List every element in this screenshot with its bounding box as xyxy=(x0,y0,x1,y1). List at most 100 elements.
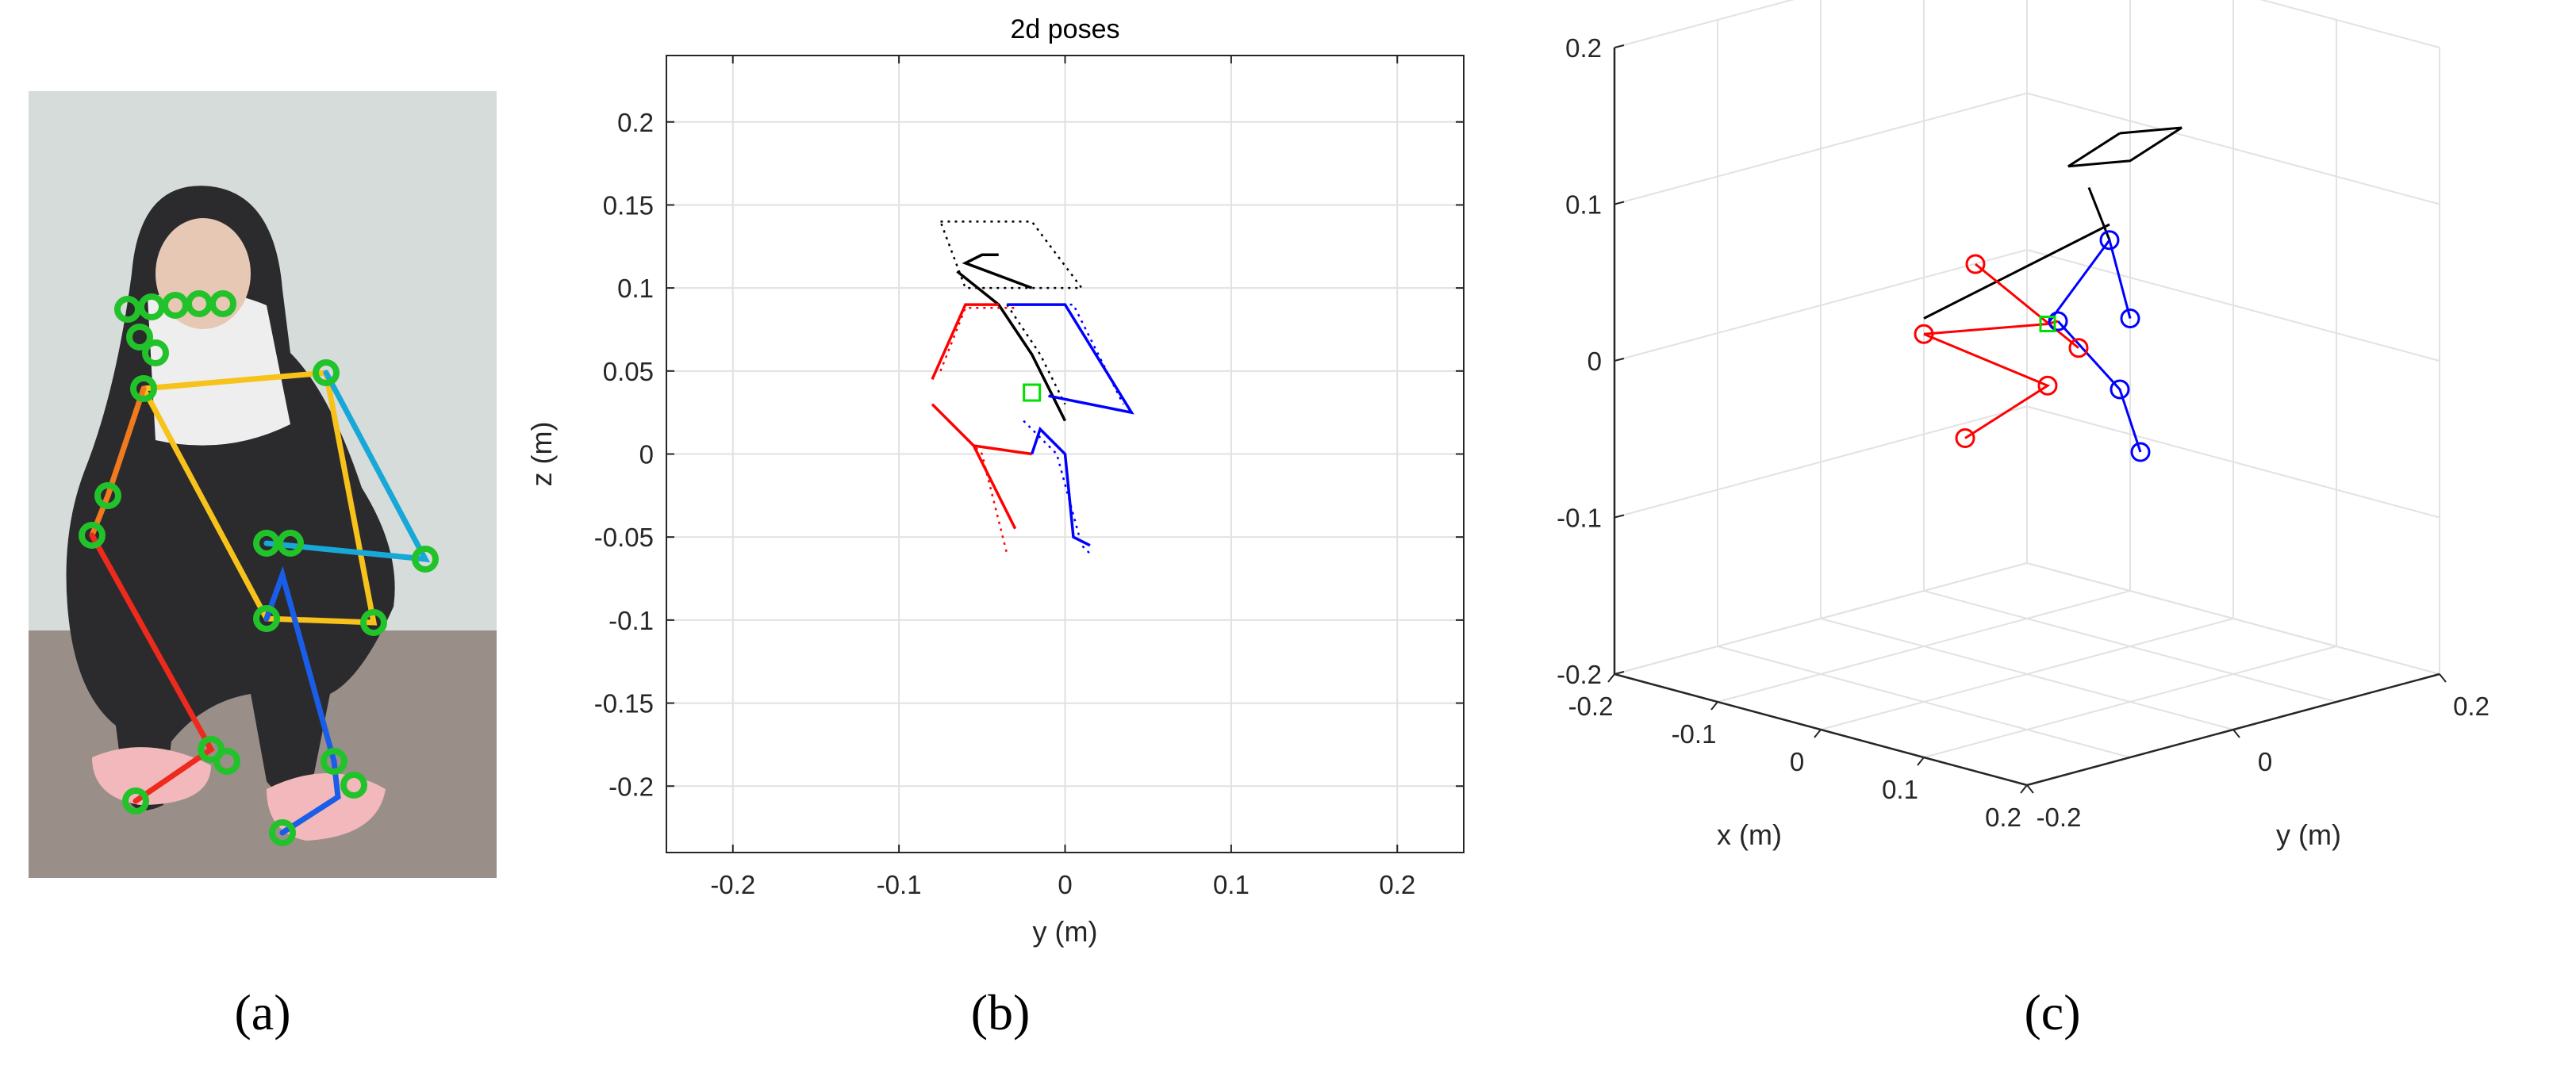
right-leg-lines xyxy=(263,565,341,836)
x-tick-label: 0 xyxy=(1790,747,1804,776)
pose-limb-line xyxy=(939,220,1084,289)
keypoint xyxy=(114,296,141,323)
keypoint xyxy=(277,530,304,557)
x-tick-label: -0.1 xyxy=(1672,719,1717,749)
x-axis-label: x (m) xyxy=(1717,818,1782,851)
panel-c-chart: -0.2-0.100.10.2-0.2-0.100.10.2-0.200.2z … xyxy=(1497,0,2563,960)
x-tick-mark xyxy=(1814,729,1822,738)
hip-line xyxy=(1923,320,2059,335)
keypoint xyxy=(94,482,121,509)
pose-limb-line xyxy=(1007,303,1134,415)
neck-line xyxy=(1923,223,2110,320)
label-b: (b) xyxy=(970,984,1031,1040)
y-tick-label: 0.1 xyxy=(617,274,654,303)
right-joint-marker xyxy=(2048,311,2068,331)
y-tick-label: 0 xyxy=(2258,747,2272,776)
left-arm-bones xyxy=(1975,263,2079,349)
pose-limb-line xyxy=(1030,426,1091,547)
y-tick-label: -0.2 xyxy=(2037,803,2082,832)
pose-photo xyxy=(29,91,497,878)
keypoint xyxy=(79,522,106,549)
x-tick-mark xyxy=(1607,673,1615,683)
left-joint-marker xyxy=(2037,375,2058,396)
y-axis-label: y (m) xyxy=(2276,818,2341,851)
right-leg-bones xyxy=(2056,320,2142,453)
chart-title: 2d poses xyxy=(1011,14,1120,44)
left-joint-marker xyxy=(1965,254,1986,274)
left-joint-marker xyxy=(1955,428,1975,448)
keypoint xyxy=(253,605,280,632)
y-tick-label: 0.15 xyxy=(603,190,654,220)
pose-limb-line xyxy=(956,270,1067,422)
right-arm-lines xyxy=(263,370,431,563)
y-tick-label: 0.2 xyxy=(617,108,654,137)
z-tick-mark xyxy=(1614,358,1625,362)
pose-limb-line xyxy=(939,307,1015,372)
y-tick-label: -0.05 xyxy=(594,523,654,552)
keypoint xyxy=(360,609,387,636)
y-tick-mark xyxy=(2439,673,2447,683)
grid-line xyxy=(2026,249,2440,362)
shirt-front xyxy=(148,291,290,446)
keypoint xyxy=(340,772,367,799)
skeleton xyxy=(89,370,431,836)
x-tick-label: 0.2 xyxy=(1379,870,1415,899)
label-a: (a) xyxy=(234,984,291,1040)
pose-limb-line xyxy=(1023,420,1091,555)
left-leg-lines xyxy=(89,532,215,804)
y-tick-mark xyxy=(2026,784,2034,794)
x-tick-mark xyxy=(2020,784,2028,794)
panel-b-chart: -0.2 -0.1 0 0.1 0.2 -0.2 -0.15 -0.1 -0.05 0 0.05 0.… xyxy=(508,0,1507,960)
pose-3d-chart: -0.2-0.100.10.2-0.2-0.100.10.2-0.200.2z … xyxy=(1497,0,2490,851)
left-arm-lines xyxy=(89,385,147,538)
grid-line xyxy=(1614,249,2028,362)
x-tick-label: 0 xyxy=(1058,870,1072,899)
pose-limb-line xyxy=(973,444,1032,456)
keypoint xyxy=(122,788,149,814)
y-tick-mark xyxy=(2232,729,2240,738)
z-tick-label: 0 xyxy=(1587,347,1602,376)
x-tick-mark xyxy=(1917,757,1925,766)
right-arm-bones xyxy=(2046,237,2132,325)
x-tick-label: 0.1 xyxy=(1882,775,1918,804)
y-axis-label: z (m) xyxy=(525,422,558,487)
x-tick-label: 0.1 xyxy=(1213,870,1250,899)
pose-limb-line xyxy=(962,253,1033,289)
grid-line xyxy=(1614,0,1795,48)
z-tick-mark xyxy=(1614,514,1625,519)
right-joint-marker xyxy=(2099,230,2120,251)
keypoint xyxy=(412,546,439,573)
grid-line xyxy=(1923,590,2337,703)
z-tick-mark xyxy=(1614,44,1625,48)
keypoint xyxy=(321,748,347,775)
label-c: (c) xyxy=(2024,984,2081,1040)
grid-line xyxy=(1923,646,2337,758)
z-tick-label: -0.2 xyxy=(1557,660,1602,689)
keypoints xyxy=(79,290,439,846)
y-tick-label: -0.15 xyxy=(594,689,654,719)
grid-line xyxy=(1820,618,2234,730)
root-marker xyxy=(2039,316,2056,332)
keypoint xyxy=(126,324,153,351)
x-tick-label: -0.2 xyxy=(1568,692,1614,721)
y-tick-label: 0.2 xyxy=(2453,692,2490,721)
x-axis-label: y (m) xyxy=(1033,915,1098,948)
y-tick-label: -0.1 xyxy=(608,606,654,635)
right-joint-marker xyxy=(2130,442,2151,462)
head-outline xyxy=(2067,126,2182,168)
x-tick-label: 0.2 xyxy=(1985,803,2021,832)
grid-line xyxy=(2259,0,2440,48)
left-slipper xyxy=(92,747,211,805)
z-tick-label: 0.1 xyxy=(1565,190,1602,220)
z-tick-mark xyxy=(1614,671,1625,675)
keypoint xyxy=(162,292,189,319)
y-tick-label: -0.2 xyxy=(608,772,654,801)
pose-limb-line xyxy=(931,303,999,380)
x-tick-label: -0.1 xyxy=(877,870,922,899)
keypoint xyxy=(130,375,157,402)
panel-a-photo xyxy=(29,91,497,878)
left-leg-bones xyxy=(1923,332,2051,439)
left-joint-marker xyxy=(1914,324,1934,344)
keypoint xyxy=(269,819,296,846)
pose-2d-chart: -0.2 -0.1 0 0.1 0.2 -0.2 -0.15 -0.1 -0.05 0 0.05 0.… xyxy=(525,14,1465,948)
